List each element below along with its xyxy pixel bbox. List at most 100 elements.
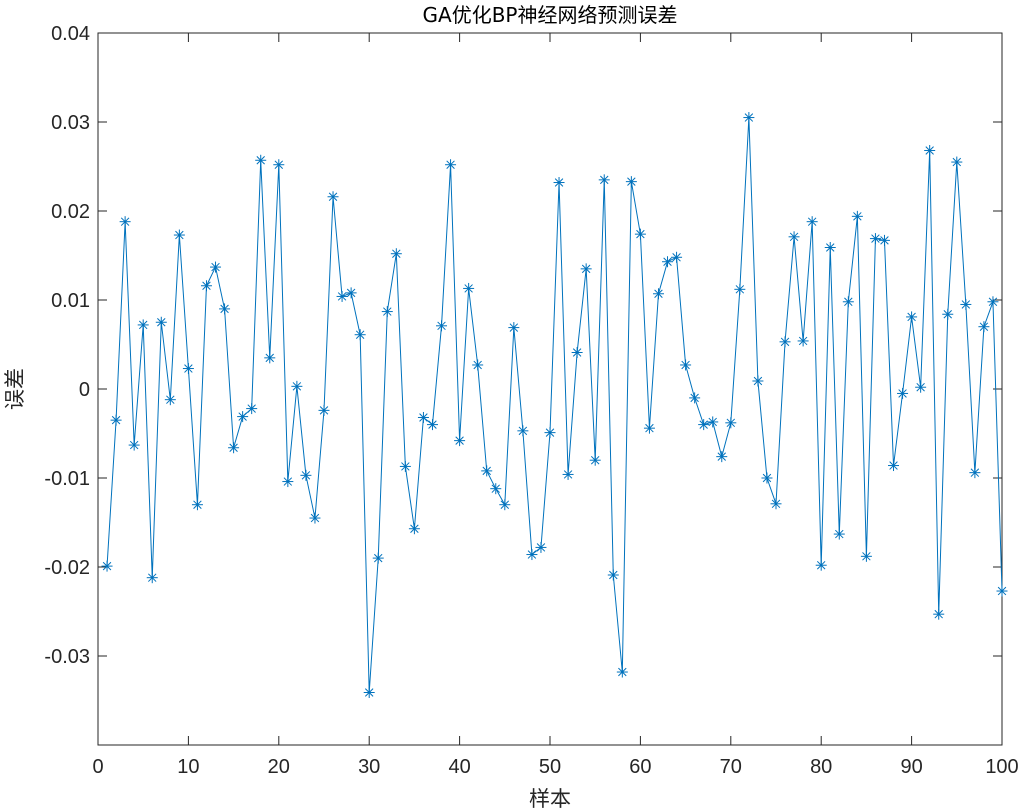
data-point	[662, 256, 674, 268]
data-point	[671, 251, 683, 263]
data-point	[969, 467, 981, 479]
data-point	[869, 233, 881, 245]
data-point	[318, 404, 330, 416]
data-point	[363, 686, 375, 698]
data-point	[571, 347, 583, 359]
data-point	[987, 296, 999, 308]
y-tick-label: 0	[79, 379, 90, 401]
data-point	[128, 439, 140, 451]
data-point	[300, 469, 312, 481]
x-tick-label: 30	[358, 756, 380, 778]
data-point	[237, 411, 249, 423]
data-point	[472, 359, 484, 371]
data-point	[273, 159, 285, 171]
chart-title: GA优化BP神经网络预测误差	[423, 3, 678, 27]
data-point	[544, 427, 556, 439]
x-tick-label: 50	[539, 756, 561, 778]
y-tick-label: -0.03	[44, 646, 90, 668]
data-point	[924, 144, 936, 156]
x-tick-label: 60	[629, 756, 651, 778]
data-point	[743, 112, 755, 124]
data-point	[779, 336, 791, 348]
data-point	[589, 454, 601, 466]
data-point	[698, 419, 710, 431]
x-tick-label: 80	[810, 756, 832, 778]
x-tick-label: 70	[720, 756, 742, 778]
series-markers	[101, 112, 1008, 698]
data-point	[725, 417, 737, 429]
data-point	[246, 403, 258, 415]
data-point	[119, 216, 131, 228]
data-point	[264, 352, 276, 364]
data-point	[562, 468, 574, 480]
data-point	[878, 234, 890, 246]
y-tick-label: -0.01	[44, 468, 90, 490]
data-point	[155, 316, 167, 328]
data-point	[888, 460, 900, 472]
data-point	[625, 176, 637, 188]
data-point	[282, 476, 294, 488]
data-point	[960, 298, 972, 310]
x-tick-label: 100	[985, 756, 1018, 778]
data-point	[652, 288, 664, 300]
data-point	[426, 419, 438, 431]
x-tick-label: 90	[900, 756, 922, 778]
data-point	[897, 387, 909, 399]
data-point	[933, 608, 945, 620]
data-point	[517, 425, 529, 437]
data-point	[191, 499, 203, 511]
x-tick-label: 40	[448, 756, 470, 778]
data-point	[173, 229, 185, 241]
data-point	[146, 572, 158, 584]
data-point	[607, 569, 619, 581]
x-tick-label: 20	[268, 756, 290, 778]
data-point	[381, 306, 393, 318]
series-line	[106, 117, 1003, 693]
data-point	[860, 550, 872, 562]
data-point	[526, 549, 538, 561]
data-point	[137, 319, 149, 331]
data-point	[327, 191, 339, 203]
data-point	[110, 414, 122, 426]
y-tick-label: 0.01	[51, 290, 90, 312]
data-point	[200, 280, 212, 292]
y-tick-label: 0.04	[51, 23, 90, 45]
data-point	[508, 322, 520, 334]
data-point	[680, 359, 692, 371]
data-point	[345, 287, 357, 299]
data-point	[598, 174, 610, 186]
data-point	[354, 329, 366, 341]
data-point	[643, 422, 655, 434]
data-point	[445, 159, 457, 171]
data-point	[219, 303, 231, 315]
data-point	[210, 261, 222, 273]
data-point	[951, 156, 963, 168]
axis-ticks	[97, 32, 1003, 745]
data-point	[336, 290, 348, 302]
data-point	[942, 308, 954, 320]
data-point	[978, 321, 990, 333]
data-point	[815, 559, 827, 571]
data-point	[761, 472, 773, 484]
y-tick-label: 0.03	[51, 112, 90, 134]
axis-tick-labels: 0 10 20 30 40 50 60 70 80 90 100 -0.03 -0.02 -0.01 0 0.…	[44, 23, 1018, 778]
data-point	[291, 380, 303, 392]
data-point	[164, 394, 176, 406]
data-point	[851, 210, 863, 222]
data-point	[255, 154, 267, 166]
data-point	[833, 528, 845, 540]
data-point	[535, 541, 547, 553]
data-point	[824, 241, 836, 253]
data-point	[182, 363, 194, 375]
data-point	[797, 335, 809, 347]
data-point	[788, 231, 800, 243]
data-point	[101, 560, 113, 572]
data-point	[707, 416, 719, 428]
data-point	[996, 585, 1008, 597]
data-point	[806, 216, 818, 228]
data-point	[770, 498, 782, 510]
data-point	[842, 296, 854, 308]
data-point	[463, 282, 475, 294]
data-point	[399, 460, 411, 472]
